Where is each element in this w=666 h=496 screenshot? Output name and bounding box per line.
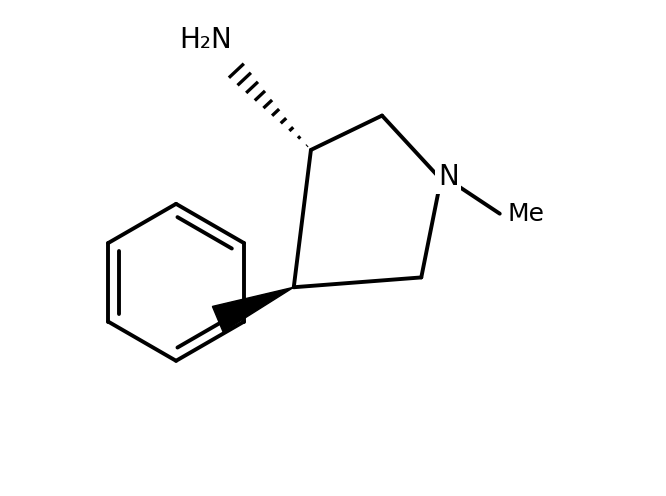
Polygon shape xyxy=(212,287,294,332)
Text: Me: Me xyxy=(507,202,544,226)
Text: N: N xyxy=(438,163,459,191)
Text: H₂N: H₂N xyxy=(179,26,232,54)
